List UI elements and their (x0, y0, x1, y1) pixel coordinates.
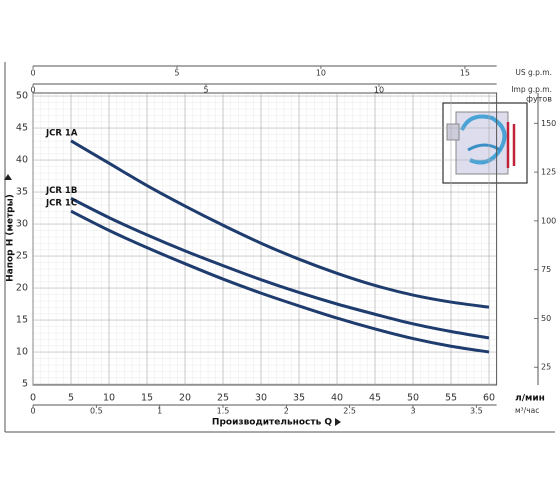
curve-label: JCR 1B (45, 186, 77, 196)
y2-tick-label: 50 (541, 314, 551, 323)
secondary-axis-label: Imp g.p.m. (511, 85, 552, 94)
y-tick-label: 40 (16, 155, 28, 166)
secondary-axis-label: м³/час (515, 406, 539, 415)
curve-label: JCR 1C (45, 199, 77, 209)
x-tick-label: 25 (217, 393, 229, 404)
secondary-tick-label: 3 (410, 407, 415, 416)
x-tick-label: 10 (103, 393, 115, 404)
secondary-tick-label: 5 (203, 86, 208, 95)
y-tick-label: 30 (16, 219, 28, 230)
y2-tick-label: 125 (541, 168, 556, 177)
y2-tick-label: 75 (541, 265, 551, 274)
y2-tick-label: 150 (541, 119, 556, 128)
x-tick-label: 20 (179, 393, 191, 404)
secondary-tick-label: 0 (30, 86, 35, 95)
secondary-tick-label: 0 (30, 69, 35, 78)
x-tick-label: 40 (331, 393, 343, 404)
y2-tick-label: 100 (541, 216, 556, 225)
x-tick-label: 60 (483, 393, 495, 404)
curve (70, 209, 490, 354)
pump-icon (442, 102, 528, 184)
secondary-tick-label: 3.5 (470, 407, 483, 416)
y-tick-label: 20 (16, 283, 28, 294)
x-axis-title: Производительность Q (212, 418, 333, 428)
y-tick-label: 25 (16, 251, 28, 262)
y-tick-label: 5 (22, 379, 28, 390)
secondary-tick-label: 0.5 (90, 407, 103, 416)
y-axis-title: Напор H (метры) (6, 194, 16, 282)
x-tick-label: 35 (293, 393, 305, 404)
secondary-tick-label: 1 (157, 407, 162, 416)
x-tick-label: 0 (30, 393, 36, 404)
x-tick-label: 5 (68, 393, 74, 404)
arrow (4, 174, 12, 180)
secondary-tick-label: 1.5 (217, 407, 230, 416)
curve (70, 139, 490, 309)
x-tick-label: 55 (445, 393, 457, 404)
x-tick-label: 30 (255, 393, 267, 404)
y-tick-label: 35 (16, 187, 28, 198)
secondary-tick-label: 10 (374, 86, 384, 95)
x-tick-label: 50 (407, 393, 419, 404)
y2-axis-title: футов (526, 95, 552, 104)
arrow (335, 418, 341, 426)
x-unit: л/мин (515, 394, 545, 404)
secondary-tick-label: 2.5 (343, 407, 356, 416)
secondary-tick-label: 10 (316, 69, 326, 78)
y-tick-label: 15 (16, 315, 28, 326)
secondary-tick-label: 0 (30, 407, 35, 416)
curve (70, 197, 490, 340)
secondary-tick-label: 15 (460, 69, 470, 78)
y-tick-label: 10 (16, 347, 28, 358)
minor-grid (33, 93, 497, 385)
x-tick-label: 45 (369, 393, 381, 404)
secondary-axis-label: US g.p.m. (515, 68, 552, 77)
y-tick-label: 50 (16, 91, 28, 102)
y2-tick-label: 25 (541, 363, 551, 372)
y-tick-label: 45 (16, 123, 28, 134)
curve-label: JCR 1A (45, 128, 78, 138)
secondary-tick-label: 2 (284, 407, 289, 416)
secondary-tick-label: 5 (174, 69, 179, 78)
x-tick-label: 15 (141, 393, 153, 404)
